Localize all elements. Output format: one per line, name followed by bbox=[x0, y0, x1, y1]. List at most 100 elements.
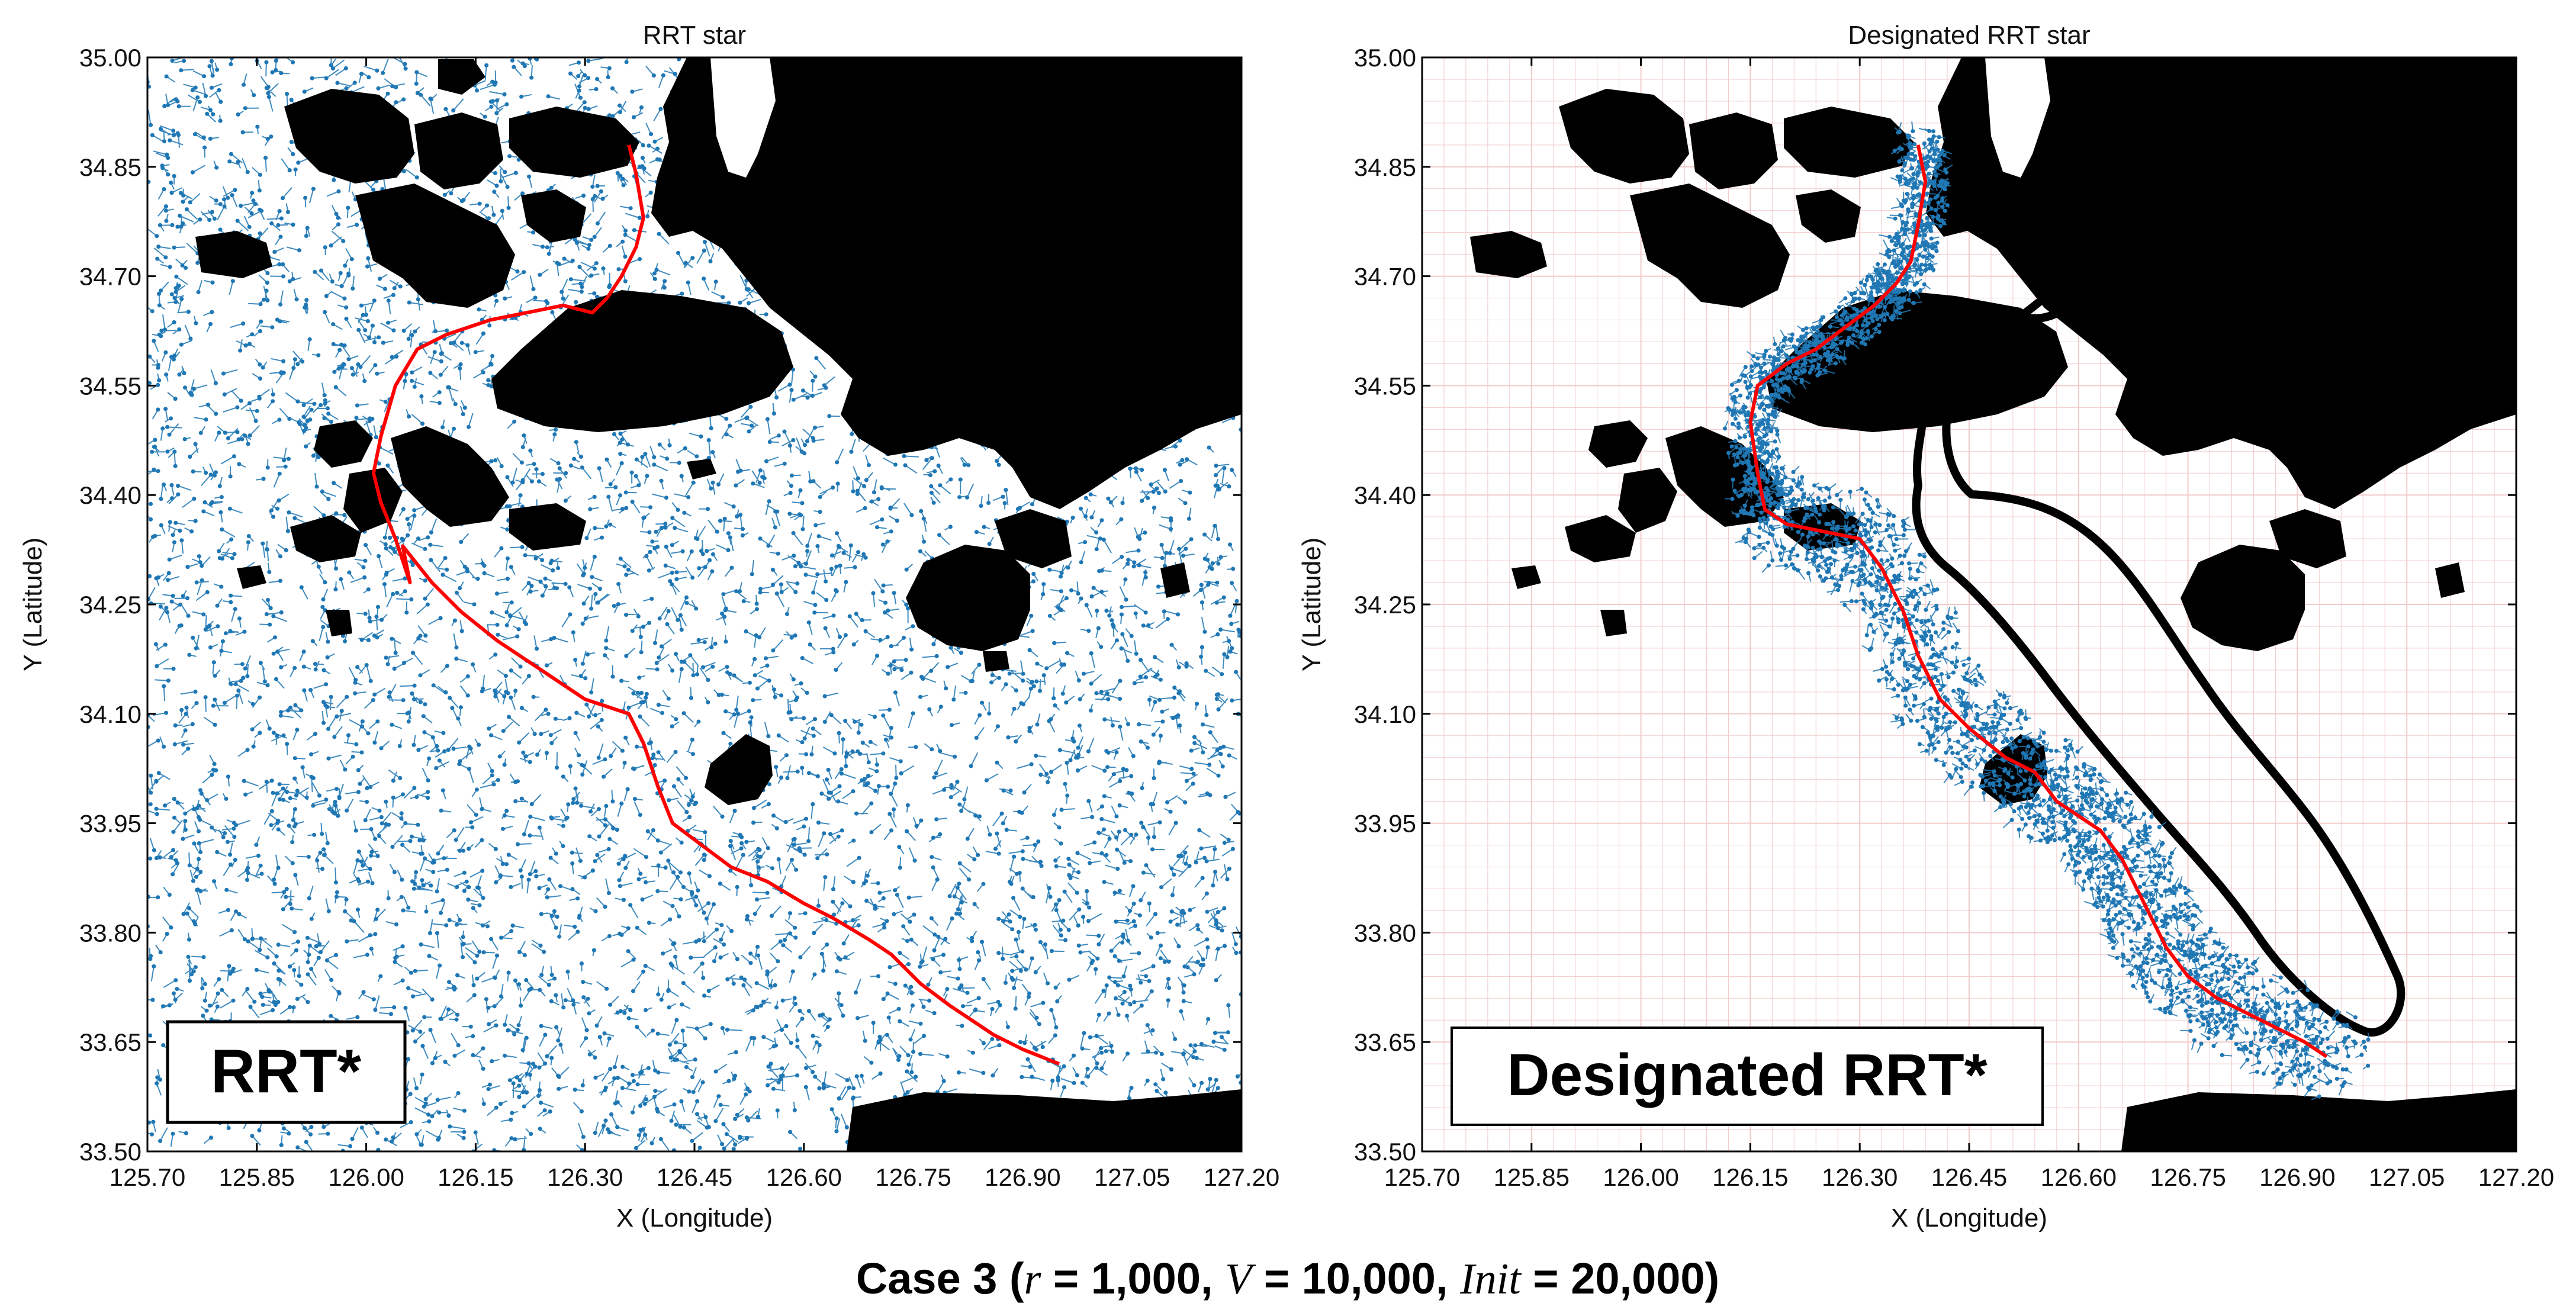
island-obstacle bbox=[1565, 515, 1636, 562]
x-tick-label: 126.15 bbox=[1712, 1163, 1788, 1191]
method-label-left: RRT* bbox=[211, 1037, 362, 1106]
island-obstacle bbox=[1985, 57, 2050, 178]
island-obstacle bbox=[705, 734, 773, 805]
x-tick-label: 125.85 bbox=[1494, 1163, 1570, 1191]
method-label-box-left: RRT* bbox=[166, 1020, 407, 1124]
x-tick-label: 125.70 bbox=[1384, 1163, 1460, 1191]
island-obstacle bbox=[284, 89, 414, 184]
y-tick-label: 33.65 bbox=[1354, 1028, 1416, 1056]
y-tick-label: 33.65 bbox=[79, 1028, 141, 1056]
island-obstacle bbox=[290, 515, 361, 562]
island-obstacle bbox=[355, 184, 515, 308]
x-tick-label: 126.75 bbox=[875, 1163, 951, 1191]
rrt-star-plot: RRT star bbox=[18, 21, 1279, 1233]
axis-ticks-left: 125.70 125.85 126.00 126.15 126.30 126.45 126.… bbox=[79, 44, 1279, 1191]
island-obstacle bbox=[491, 290, 793, 432]
island-obstacle bbox=[195, 231, 272, 278]
y-tick-label: 34.25 bbox=[79, 591, 141, 619]
x-tick-label: 126.75 bbox=[2150, 1163, 2226, 1191]
y-tick-label: 34.55 bbox=[79, 372, 141, 400]
x-tick-label: 126.30 bbox=[547, 1163, 623, 1191]
x-axis-label-right: X (Longitude) bbox=[1891, 1204, 2047, 1233]
island-obstacle bbox=[983, 651, 1009, 672]
caption-var-init: Init bbox=[1459, 1255, 1522, 1304]
caption-lead: Case 3 ( bbox=[856, 1254, 1024, 1303]
island-obstacle bbox=[1559, 89, 1689, 184]
y-tick-label: 34.10 bbox=[1354, 700, 1416, 728]
island-obstacle bbox=[1784, 503, 1861, 551]
island-obstacle bbox=[1470, 231, 1547, 278]
obstacles-left bbox=[195, 57, 1242, 1151]
figure-caption: Case 3 (r = 1,000, V = 10,000, Init = 20… bbox=[856, 1254, 1719, 1304]
y-tick-label: 34.55 bbox=[1354, 372, 1416, 400]
y-tick-label: 34.40 bbox=[79, 481, 141, 509]
x-tick-label: 126.60 bbox=[2041, 1163, 2117, 1191]
caption-part-v: = 10,000, bbox=[1252, 1254, 1460, 1303]
y-tick-label: 34.85 bbox=[1354, 153, 1416, 181]
y-tick-label: 34.10 bbox=[79, 700, 141, 728]
x-tick-label: 127.20 bbox=[1204, 1163, 1279, 1191]
island-obstacle bbox=[847, 1089, 1242, 1151]
sample-tree-right bbox=[1722, 121, 2371, 1101]
island-obstacle bbox=[1160, 562, 1190, 598]
island-obstacle bbox=[710, 57, 776, 178]
y-tick-label: 34.25 bbox=[1354, 591, 1416, 619]
x-tick-label: 126.45 bbox=[657, 1163, 732, 1191]
island-obstacle bbox=[326, 610, 352, 636]
y-tick-label: 34.70 bbox=[1354, 263, 1416, 291]
route-path-left bbox=[371, 144, 1060, 1066]
x-tick-label: 126.45 bbox=[1931, 1163, 2007, 1191]
y-tick-label: 34.85 bbox=[79, 153, 141, 181]
caption-var-v: V bbox=[1225, 1255, 1256, 1304]
island-obstacle bbox=[521, 189, 586, 243]
y-axis-label-right: Y (Latitude) bbox=[1297, 538, 1326, 672]
designated-rrt-star-plot: Designated RRT star bbox=[1297, 21, 2554, 1233]
island-obstacle bbox=[1588, 420, 1648, 468]
route-path-right bbox=[1748, 144, 2328, 1058]
island-obstacle bbox=[237, 565, 266, 589]
y-tick-label: 33.50 bbox=[1354, 1138, 1416, 1166]
x-tick-label: 126.60 bbox=[766, 1163, 842, 1191]
island-obstacle bbox=[2269, 509, 2346, 568]
tree-nodes bbox=[1722, 128, 2371, 1099]
x-tick-label: 125.85 bbox=[219, 1163, 295, 1191]
y-tick-label: 33.95 bbox=[1354, 810, 1416, 838]
y-tick-label: 35.00 bbox=[1354, 44, 1416, 72]
island-obstacle bbox=[2181, 545, 2305, 651]
x-tick-label: 127.20 bbox=[2478, 1163, 2554, 1191]
x-tick-label: 125.70 bbox=[110, 1163, 185, 1191]
plot-title-right: Designated RRT star bbox=[1848, 21, 2090, 50]
obstacles-right bbox=[1470, 57, 2516, 1151]
x-tick-label: 126.90 bbox=[985, 1163, 1060, 1191]
x-tick-label: 126.00 bbox=[1603, 1163, 1678, 1191]
x-axis-label-left: X (Longitude) bbox=[616, 1204, 773, 1233]
island-obstacle bbox=[1630, 184, 1790, 308]
island-obstacle bbox=[438, 59, 485, 95]
y-tick-label: 33.95 bbox=[79, 810, 141, 838]
caption-part-r: = 1,000, bbox=[1041, 1254, 1225, 1303]
island-obstacle bbox=[509, 107, 639, 178]
y-tick-label: 34.70 bbox=[79, 263, 141, 291]
method-label-box-right: Designated RRT* bbox=[1451, 1027, 2044, 1126]
method-label-right: Designated RRT* bbox=[1507, 1042, 1987, 1108]
y-tick-label: 33.80 bbox=[79, 919, 141, 947]
island-obstacle bbox=[2121, 1089, 2516, 1151]
island-obstacle bbox=[1796, 189, 1861, 243]
x-tick-label: 126.90 bbox=[2259, 1163, 2335, 1191]
island-obstacle bbox=[314, 420, 373, 468]
island-obstacle bbox=[391, 426, 509, 527]
island-obstacle bbox=[1511, 565, 1541, 589]
caption-var-r: r bbox=[1024, 1255, 1042, 1304]
island-obstacle bbox=[509, 503, 586, 551]
caption-part-init: = 20,000) bbox=[1521, 1254, 1719, 1303]
axis-ticks-right: 125.70 125.85 126.00 126.15 126.30 126.45 126.… bbox=[1354, 44, 2554, 1191]
x-tick-label: 126.15 bbox=[438, 1163, 513, 1191]
y-axis-label-left: Y (Latitude) bbox=[18, 538, 47, 672]
island-obstacle bbox=[687, 459, 716, 480]
x-tick-label: 127.05 bbox=[1094, 1163, 1170, 1191]
island-obstacle bbox=[1665, 426, 1784, 527]
y-tick-label: 33.80 bbox=[1354, 919, 1416, 947]
x-tick-label: 126.30 bbox=[1822, 1163, 1898, 1191]
x-tick-label: 126.00 bbox=[328, 1163, 404, 1191]
